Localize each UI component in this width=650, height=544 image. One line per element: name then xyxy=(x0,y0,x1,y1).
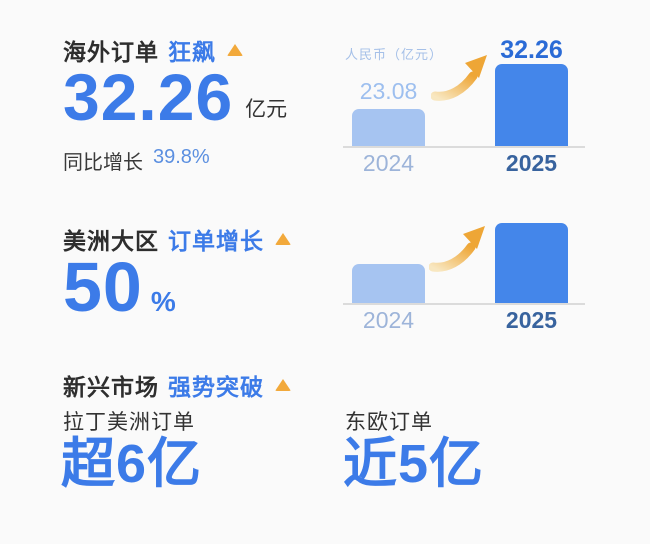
x-label-2025: 2025 xyxy=(505,307,558,333)
latam-orders-value: 超6亿 xyxy=(61,434,203,494)
growth-label: 同比增长 xyxy=(63,152,143,174)
americas-big-value: 50 % xyxy=(63,252,176,322)
emerging-title: 新兴市场 xyxy=(63,374,159,400)
overseas-section-header: 海外订单 狂飙 xyxy=(63,33,243,67)
triangle-up-icon xyxy=(275,379,291,391)
x-label-2025: 2025 xyxy=(505,150,558,176)
triangle-up-icon xyxy=(227,44,243,56)
americas-unit: % xyxy=(150,286,176,317)
americas-section-header: 美洲大区 订单增长 xyxy=(63,222,291,256)
overseas-unit: 亿元 xyxy=(245,98,288,121)
x-label-2024: 2024 xyxy=(362,307,415,333)
growth-arrow-icon xyxy=(429,226,485,272)
bar-2025 xyxy=(495,223,568,303)
americas-highlight: 订单增长 xyxy=(168,228,264,254)
americas-value: 50 xyxy=(63,248,143,326)
overseas-title: 海外订单 xyxy=(63,39,159,65)
latam-orders-label: 拉丁美洲订单 xyxy=(63,411,195,434)
emerging-section-header: 新兴市场 强势突破 xyxy=(63,368,291,402)
overseas-bar-chart: 人民币（亿元） 23.08 32.26 2024 2025 xyxy=(343,38,585,178)
chart-baseline xyxy=(343,146,585,148)
chart-baseline xyxy=(343,303,585,305)
bar-2025 xyxy=(495,64,568,146)
growth-arrow-icon xyxy=(431,55,487,101)
overseas-highlight: 狂飙 xyxy=(168,39,216,65)
growth-value: 39.8% xyxy=(153,146,210,168)
overseas-growth-line: 同比增长 39.8% xyxy=(63,146,210,175)
bar-value-label-2025: 32.26 xyxy=(500,36,563,64)
overseas-value: 32.26 xyxy=(63,60,234,134)
emerging-highlight: 强势突破 xyxy=(168,374,264,400)
bar-2024 xyxy=(352,264,425,303)
east-europe-orders-value: 近5亿 xyxy=(343,434,485,494)
triangle-up-icon xyxy=(275,233,291,245)
bar-value-label-2024: 23.08 xyxy=(359,78,418,104)
east-europe-orders-label: 东欧订单 xyxy=(345,411,433,434)
americas-title: 美洲大区 xyxy=(63,228,159,254)
overseas-big-value: 32.26 亿元 xyxy=(63,64,287,130)
americas-bar-chart: 2024 2025 xyxy=(343,212,585,337)
chart-axis-unit-label: 人民币（亿元） xyxy=(345,47,444,62)
x-label-2024: 2024 xyxy=(362,150,415,176)
bar-2024 xyxy=(352,109,425,146)
